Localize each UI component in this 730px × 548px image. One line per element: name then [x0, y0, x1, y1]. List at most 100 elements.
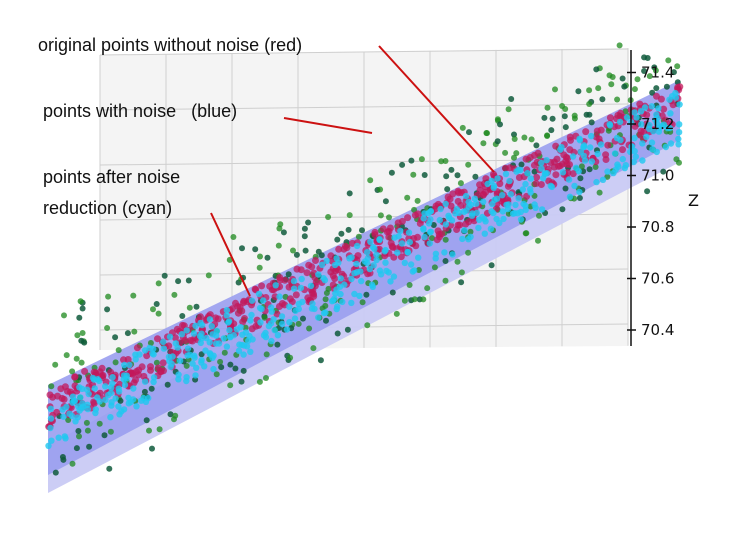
original-point — [552, 142, 560, 150]
reduced-point — [260, 332, 268, 339]
reduced-point — [320, 309, 328, 317]
noisy-point — [480, 140, 487, 147]
reduced-point — [420, 225, 427, 232]
noisy-point — [230, 234, 237, 240]
original-point — [135, 366, 143, 374]
reduced-point — [183, 327, 190, 334]
reduced-point — [491, 196, 498, 204]
noisy-point — [364, 322, 371, 329]
reduced-point — [115, 403, 122, 410]
reduced-point — [77, 394, 84, 401]
z-axis-label: Z — [688, 191, 699, 210]
reduced-point — [676, 121, 683, 128]
noisy-point — [599, 96, 606, 103]
reduced-point — [599, 176, 607, 183]
reduced-point — [290, 285, 298, 292]
noisy-point — [508, 96, 515, 102]
noisy-point — [315, 248, 322, 255]
noisy-point — [431, 264, 438, 271]
reduced-point — [225, 319, 232, 326]
noisy-point — [239, 245, 245, 252]
noisy-point — [78, 359, 85, 366]
reduced-point — [606, 121, 613, 128]
reduced-point — [369, 283, 376, 290]
noisy-point — [593, 66, 600, 73]
original-point — [273, 310, 281, 318]
noisy-point — [548, 127, 555, 134]
original-point — [327, 252, 335, 260]
reduced-point — [47, 405, 54, 412]
noisy-point — [494, 138, 501, 145]
reduced-point — [102, 396, 109, 403]
reduced-point — [351, 290, 358, 298]
reduced-point — [141, 347, 149, 354]
original-point — [433, 236, 441, 244]
reduced-point — [193, 364, 200, 371]
reduced-point — [55, 434, 62, 441]
noisy-point — [670, 69, 677, 76]
reduced-point — [107, 389, 115, 397]
reduced-point — [465, 236, 472, 243]
reduced-point — [198, 335, 205, 342]
noisy-point — [69, 460, 76, 467]
noisy-point — [586, 166, 593, 173]
reduced-point — [271, 327, 278, 334]
reduced-point — [394, 249, 401, 256]
reduced-point — [227, 334, 234, 341]
reduced-point — [566, 193, 574, 200]
original-point — [57, 385, 65, 393]
reduced-point — [465, 203, 473, 210]
reduced-point — [387, 278, 394, 285]
reduced-point — [499, 208, 506, 215]
reduced-point — [89, 374, 97, 382]
reduced-point — [390, 273, 398, 280]
reduced-point — [648, 103, 655, 110]
noisy-point — [505, 106, 512, 113]
reduced-point — [332, 290, 339, 297]
reduced-point — [462, 192, 470, 200]
noisy-point — [458, 279, 465, 286]
reduced-point — [622, 162, 629, 169]
reduced-point — [436, 216, 443, 224]
reduced-point — [248, 297, 256, 304]
noisy-point — [105, 293, 112, 300]
annotation-arrow-red — [378, 45, 495, 173]
reduced-point — [421, 210, 428, 217]
noisy-point — [117, 397, 124, 404]
reduced-point — [189, 360, 196, 367]
reduced-point — [493, 215, 500, 223]
original-point — [593, 127, 601, 135]
original-point — [159, 359, 167, 367]
reduced-point — [522, 180, 529, 188]
noisy-point — [156, 426, 163, 433]
reduced-point — [331, 295, 338, 302]
noisy-point — [153, 359, 160, 366]
noisy-point — [421, 172, 428, 178]
reduced-point — [488, 208, 495, 215]
noisy-point — [217, 358, 224, 365]
reduced-point — [175, 376, 182, 383]
noisy-point — [377, 212, 384, 219]
reduced-point — [672, 94, 680, 101]
noisy-point — [256, 264, 263, 271]
reduced-point — [292, 307, 299, 314]
noisy-point — [52, 469, 59, 476]
original-point — [281, 276, 289, 284]
original-point — [660, 105, 668, 113]
noisy-point — [112, 359, 119, 366]
annotation-noise: points with noise (blue) — [43, 101, 237, 121]
reduced-point — [406, 238, 413, 246]
reduced-point — [580, 152, 588, 160]
reduced-point — [47, 424, 54, 432]
reduced-point — [460, 208, 468, 215]
original-point — [171, 334, 179, 342]
reduced-point — [337, 290, 344, 298]
noisy-point — [76, 314, 83, 321]
reduced-point — [132, 356, 139, 363]
reduced-point — [267, 304, 275, 311]
reduced-point — [391, 234, 398, 241]
z-tick-label: 70.4 — [641, 321, 674, 339]
noisy-point — [141, 388, 148, 395]
noisy-point — [61, 312, 67, 319]
